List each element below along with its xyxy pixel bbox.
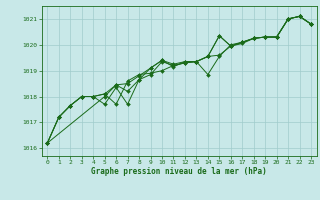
X-axis label: Graphe pression niveau de la mer (hPa): Graphe pression niveau de la mer (hPa) <box>91 167 267 176</box>
